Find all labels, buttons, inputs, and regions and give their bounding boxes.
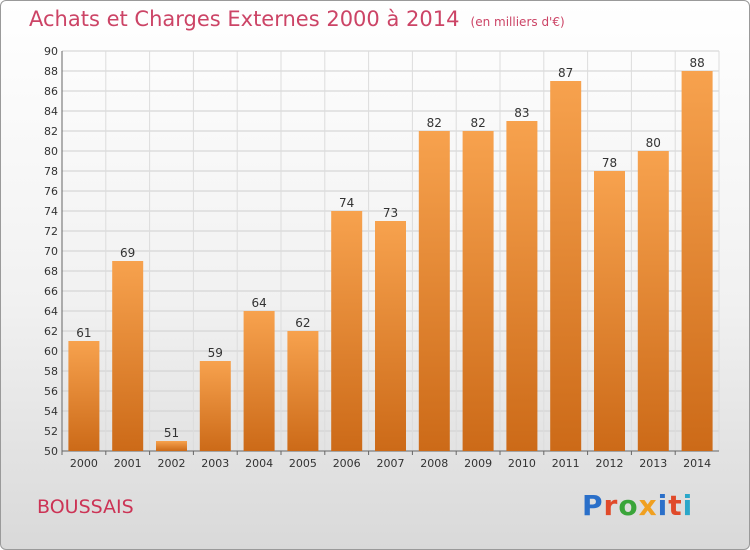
y-tick-label: 58 [44,365,58,378]
chart-title-main: Achats et Charges Externes 2000 à 2014 [29,7,460,31]
bar-2012 [594,171,625,451]
bar-2011 [550,81,582,451]
data-label: 78 [602,156,617,170]
bar-2013 [637,151,669,451]
bars [68,71,713,451]
data-label: 82 [470,116,485,130]
y-tick-label: 84 [44,105,58,118]
y-tick-label: 56 [44,385,58,398]
logo-letter: i [682,489,694,522]
logo-letter: x [638,489,658,522]
logo-letter: r [603,489,619,522]
y-tick-label: 62 [44,325,58,338]
y-tick-label: 68 [44,265,58,278]
data-label: 88 [689,56,704,70]
bar-2000 [68,341,100,451]
data-label: 62 [295,316,310,330]
data-label: 87 [558,66,573,80]
chart-title-unit: (en milliers d'€) [470,15,565,29]
x-tick-label: 2011 [552,457,580,470]
y-tick-label: 76 [44,185,58,198]
data-label: 80 [646,136,661,150]
y-tick-label: 80 [44,145,58,158]
x-tick-label: 2006 [333,457,361,470]
bar-2009 [462,131,494,451]
proxiti-logo[interactable]: Proxiti [582,489,693,522]
bar-2004 [243,311,275,451]
data-label: 73 [383,206,398,220]
data-label: 64 [251,296,266,310]
y-tick-label: 66 [44,285,58,298]
bar-2005 [287,331,319,451]
x-tick-label: 2000 [70,457,98,470]
data-label: 69 [120,246,135,260]
y-tick-label: 74 [44,205,58,218]
x-tick-label: 2008 [420,457,448,470]
y-tick-label: 50 [44,445,58,458]
x-tick-label: 2003 [201,457,229,470]
y-tick-label: 82 [44,125,58,138]
data-labels: 61 69 51 59 64 62 74 73 82 82 83 87 78 80 88 [76,56,704,440]
data-label: 74 [339,196,354,210]
bar-2008 [418,131,450,451]
commune-name: BOUSSAIS [37,496,134,518]
y-tick-label: 86 [44,85,58,98]
x-tick-label: 2005 [289,457,317,470]
bar-2010 [506,121,538,451]
data-label: 61 [76,326,91,340]
x-tick-label: 2014 [683,457,711,470]
x-tick-label: 2009 [464,457,492,470]
x-tick-label: 2001 [114,457,142,470]
logo-letter: o [618,489,639,522]
data-label: 59 [208,346,223,360]
logo-letter: P [582,489,604,522]
x-tick-label: 2002 [158,457,186,470]
x-tick-label: 2013 [639,457,667,470]
chart-title: Achats et Charges Externes 2000 à 2014 (… [29,7,565,31]
y-tick-label: 72 [44,225,58,238]
data-label: 83 [514,106,529,120]
y-tick-label: 54 [44,405,58,418]
y-tick-label: 78 [44,165,58,178]
y-tick-label: 70 [44,245,58,258]
y-tick-label: 64 [44,305,58,318]
y-tick-label: 52 [44,425,58,438]
logo-letter: t [668,489,683,522]
bar-2001 [112,261,144,451]
bar-2006 [331,211,363,451]
y-tick-label: 90 [44,45,58,58]
x-tick-label: 2010 [508,457,536,470]
data-label: 82 [427,116,442,130]
bar-2002 [156,441,187,451]
y-tick-label: 60 [44,345,58,358]
x-tick-label: 2012 [596,457,624,470]
bar-2003 [199,361,231,451]
data-label: 51 [164,426,179,440]
x-tick-label: 2007 [377,457,405,470]
y-tick-label: 88 [44,65,58,78]
logo-letter: i [657,489,669,522]
bar-2014 [681,71,713,451]
x-tick-label: 2004 [245,457,273,470]
bar-2007 [375,221,406,451]
